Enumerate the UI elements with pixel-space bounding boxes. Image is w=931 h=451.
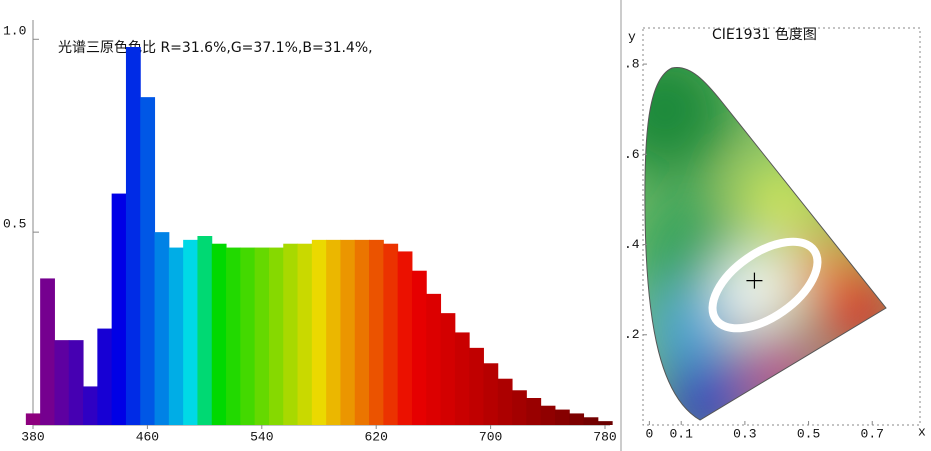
spectrum-bar [40,278,55,425]
spectrum-bar [483,363,499,425]
spectrum-bar [183,239,198,425]
x-tick-label: 780 [593,429,616,444]
chart-title: 光谱三原色色比 R=31.6%,G=37.1%,B=31.4%, [58,39,373,56]
spectrum-bar [154,232,170,425]
chart-title: CIE1931 色度图 [712,26,817,43]
spectrum-bar [211,243,227,425]
x-tick-label: 620 [364,429,387,444]
spectrum-bar [140,97,156,426]
spectrum-bar [569,413,585,425]
cie-frame [642,27,921,426]
y-tick-label: .2 [624,327,640,342]
spectrum-bar [411,270,427,425]
x-tick-label: 0.7 [861,426,884,441]
x-tick-label: 0.1 [670,426,694,441]
x-tick-label: 700 [479,429,502,444]
y-tick-label: .8 [624,57,640,72]
spectrum-bar [369,239,384,425]
spectrum-bar [383,243,399,425]
y-tick-label: 0.5 [3,217,26,232]
spectrum-bar [454,332,470,425]
spectrum-bar [326,239,341,425]
x-tick-label: 460 [136,429,159,444]
spectrum-bar [68,340,84,425]
spectrum-bar [397,251,413,425]
spectrum-bar [111,193,127,425]
spectrum-bar [597,421,613,425]
spectrum-bar [226,247,241,425]
spectrum-bar [354,239,370,425]
x-tick-label: 0.5 [797,426,820,441]
spectrum-bar [54,340,70,425]
x-tick-label: 0 [645,426,653,441]
spectrum-bar [540,405,556,425]
spectrum-bar [168,247,184,425]
spectral-locus [644,66,887,421]
spectrum-bar [497,378,513,425]
spectrum-bar [554,409,570,425]
white-point [746,272,763,289]
x-tick-label: 540 [250,429,273,444]
spectrum-bar [240,247,256,425]
spectrum-bar [583,417,599,425]
y-tick-label: .4 [624,237,640,252]
spectrum-bar [440,313,456,425]
spectrum-bar [83,386,98,425]
x-tick-label: 380 [21,429,44,444]
spectrum-bar [268,247,284,425]
spectrum-bar [283,243,299,425]
spectrum-bar [197,236,213,425]
y-tick-label: .6 [624,147,640,162]
spectrum-bar [25,413,41,425]
x-tick-label: 0.3 [733,426,756,441]
spectrum-bar [512,390,527,425]
spectrum-bar [426,293,442,425]
y-tick-label: 1.0 [3,24,26,39]
x-axis-label: x [918,424,926,439]
spectrum-bar [311,239,327,425]
spectrum-bar [254,247,270,425]
y-axis-label: y [628,29,636,44]
spectrum-bar [125,47,141,425]
spectrum-bar [97,328,113,425]
spectrum-bar [297,243,313,425]
spectrum-bar [526,398,542,425]
spectrum-bar [469,347,484,425]
spectrum-bar [340,239,356,425]
